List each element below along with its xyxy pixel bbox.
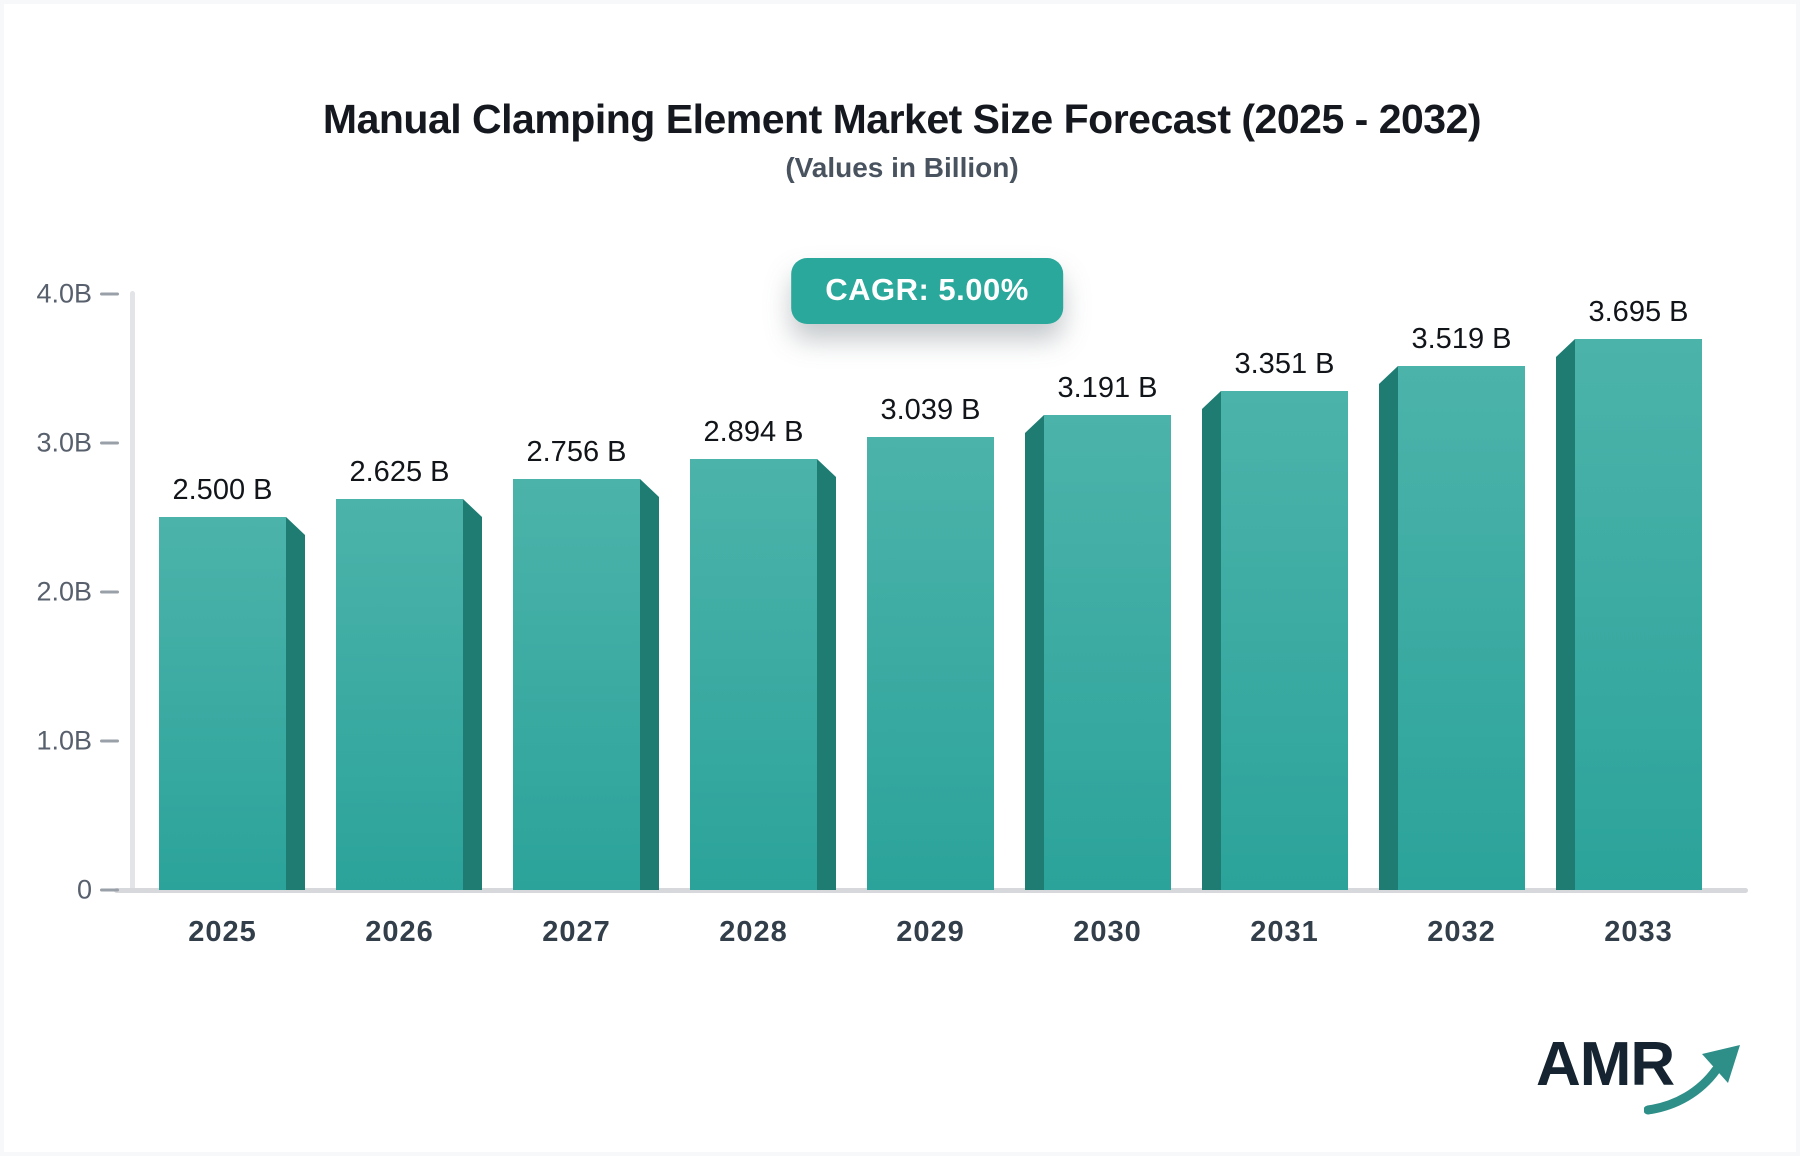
bar-side-2026	[463, 499, 482, 890]
x-axis-label-2030: 2030	[1073, 916, 1142, 948]
bar-group-2031: 3.351 B 2031	[1196, 294, 1373, 948]
bar-2032[interactable]	[1398, 366, 1525, 890]
bar-group-2032: 3.519 B 2032	[1373, 294, 1550, 948]
x-axis-label-2026: 2026	[365, 916, 434, 948]
y-tick-mark	[100, 590, 119, 594]
x-axis-label-2031: 2031	[1250, 916, 1319, 948]
amr-logo-text: AMR	[1536, 1030, 1675, 1099]
bar-2033[interactable]	[1575, 339, 1702, 890]
bar-series: 2.500 B 2025 2.625 B 2026 2.756 B 2027 2.894 B…	[134, 294, 1727, 948]
bar-2031[interactable]	[1221, 391, 1348, 890]
x-axis-label-2025: 2025	[188, 916, 257, 948]
x-axis-label-2027: 2027	[542, 916, 611, 948]
x-axis-label-2032: 2032	[1427, 916, 1496, 948]
bar-group-2025: 2.500 B 2025	[134, 294, 311, 948]
bar-value-label-2030: 3.191 B	[1057, 372, 1158, 404]
bar-2028[interactable]	[690, 459, 817, 890]
y-tick-mark	[100, 888, 119, 892]
bar-group-2029: 3.039 B 2029	[842, 294, 1019, 948]
bar-group-2028: 2.894 B 2028	[665, 294, 842, 948]
y-tick-mark	[100, 292, 119, 296]
y-tick-label-1.0B: 1.0B	[36, 725, 92, 756]
growth-arrow-icon	[1644, 1045, 1740, 1115]
chart-subtitle: (Values in Billion)	[785, 152, 1019, 183]
bar-2029[interactable]	[867, 437, 994, 890]
bar-group-2026: 2.625 B 2026	[311, 294, 488, 948]
bar-2027[interactable]	[513, 479, 640, 890]
bar-value-label-2029: 3.039 B	[880, 394, 981, 426]
y-tick-mark	[100, 739, 119, 743]
bar-side-2027	[640, 479, 659, 890]
bar-side-2031	[1202, 391, 1221, 890]
bar-group-2030: 3.191 B 2030	[1019, 294, 1196, 948]
bar-value-label-2026: 2.625 B	[349, 456, 450, 488]
y-tick-label-2.0B: 2.0B	[36, 576, 92, 607]
y-tick-label-0: 0	[76, 874, 92, 905]
bar-side-2033	[1556, 339, 1575, 890]
x-axis-line	[114, 888, 1748, 893]
bar-group-2033: 3.695 B 2033	[1550, 294, 1727, 948]
bar-value-label-2027: 2.756 B	[526, 436, 627, 468]
y-tick-label-3.0B: 3.0B	[36, 427, 92, 458]
y-tick-mark	[100, 441, 119, 445]
x-axis-label-2029: 2029	[896, 916, 965, 948]
x-axis-label-2028: 2028	[719, 916, 788, 948]
bar-2026[interactable]	[336, 499, 463, 890]
bar-value-label-2025: 2.500 B	[172, 474, 273, 506]
bar-side-2032	[1379, 366, 1398, 890]
chart-title: Manual Clamping Element Market Size Fore…	[322, 96, 1482, 142]
bar-2025[interactable]	[159, 517, 286, 890]
bar-value-label-2031: 3.351 B	[1234, 348, 1335, 380]
cagr-badge: CAGR: 5.00%	[791, 258, 1063, 324]
bar-side-2028	[817, 459, 836, 890]
bar-2030[interactable]	[1044, 415, 1171, 890]
bar-group-2027: 2.756 B 2027	[488, 294, 665, 948]
bar-value-label-2028: 2.894 B	[703, 416, 804, 448]
bar-value-label-2033: 3.695 B	[1588, 296, 1689, 328]
y-axis-line	[130, 291, 135, 891]
y-tick-label-4.0B: 4.0B	[36, 278, 92, 309]
x-axis-label-2033: 2033	[1604, 916, 1673, 948]
amr-logo: AMR	[1536, 1030, 1740, 1124]
bar-value-label-2032: 3.519 B	[1411, 323, 1512, 355]
bar-side-2025	[286, 517, 305, 890]
bar-side-2030	[1025, 415, 1044, 890]
